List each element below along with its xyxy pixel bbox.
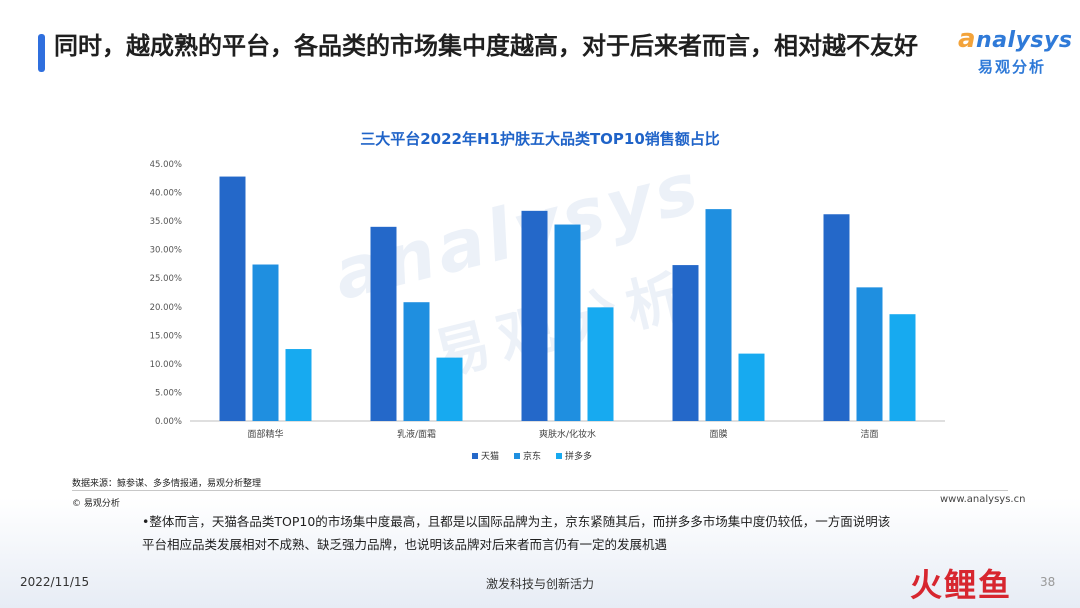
x-category-label: 洁面: [860, 428, 878, 440]
page-number: 38: [1040, 575, 1056, 589]
data-source: 数据来源：鲸参谋、多多情报通，易观分析整理: [72, 479, 262, 489]
slide-tagline: 激发科技与创新活力: [485, 577, 594, 591]
legend-swatch-京东: [514, 453, 520, 459]
bar-天猫-乳液/面霜: [370, 226, 397, 421]
logo-rest: nalysys: [976, 28, 1073, 53]
title-accent-bar: [38, 34, 45, 72]
slide-date: 2022/11/15: [20, 575, 90, 589]
bar-京东-乳液/面霜: [403, 302, 430, 421]
y-tick-label: 35.00%: [150, 217, 182, 227]
legend-swatch-天猫: [472, 453, 478, 459]
x-category-label: 面部精华: [247, 428, 283, 440]
footer-divider: [72, 490, 1008, 491]
bar-拼多多-面膜: [738, 353, 765, 421]
page-title: 同时，越成熟的平台，各品类的市场集中度越高，对于后来者而言，相对越不友好: [54, 32, 918, 60]
bar-拼多多-乳液/面霜: [436, 357, 463, 421]
legend-label: 拼多多: [565, 450, 592, 462]
legend-label: 京东: [523, 450, 541, 462]
bar-天猫-面部精华: [219, 176, 246, 421]
x-category-label: 面膜: [709, 429, 727, 440]
analysys-logo-cn: 易观分析: [978, 58, 1047, 76]
y-tick-label: 40.00%: [150, 189, 182, 199]
y-tick-label: 45.00%: [150, 160, 182, 170]
x-category-label: 爽肤水/化妆水: [539, 428, 596, 440]
copyright: © 易观分析: [72, 499, 120, 509]
bar-天猫-爽肤水/化妆水: [521, 210, 548, 421]
bar-京东-面部精华: [252, 264, 279, 421]
chart-title: 三大平台2022年H1护肤五大品类TOP10销售额占比: [360, 130, 720, 148]
bar-拼多多-爽肤水/化妆水: [587, 307, 614, 421]
website-link[interactable]: www.analysys.cn: [940, 494, 1026, 505]
skyline-background: [0, 498, 1080, 608]
y-tick-label: 5.00%: [155, 388, 182, 398]
y-tick-label: 15.00%: [150, 331, 182, 341]
bar-京东-洁面: [856, 287, 883, 421]
x-category-label: 乳液/面霜: [397, 428, 436, 440]
bar-京东-面膜: [705, 209, 732, 421]
analysys-logo: analysys: [958, 24, 1072, 54]
legend-swatch-拼多多: [556, 453, 562, 459]
y-tick-label: 20.00%: [150, 303, 182, 313]
bar-天猫-面膜: [672, 265, 699, 421]
y-tick-label: 25.00%: [150, 274, 182, 284]
brand-watermark: 火鲤鱼: [910, 566, 1013, 604]
bar-京东-爽肤水/化妆水: [554, 224, 581, 421]
legend-label: 天猫: [481, 450, 499, 462]
bar-天猫-洁面: [823, 214, 850, 421]
conclusion-text: •整体而言，天猫各品类TOP10的市场集中度最高，且都是以国际品牌为主，京东紧随…: [142, 514, 891, 552]
y-tick-label: 10.00%: [150, 360, 182, 370]
bar-拼多多-面部精华: [285, 349, 312, 421]
y-tick-label: 30.00%: [150, 246, 182, 256]
y-tick-label: 0.00%: [155, 417, 182, 427]
bar-拼多多-洁面: [889, 314, 916, 421]
logo-first-letter: a: [958, 24, 977, 54]
bar-chart: 0.00% 5.00% 10.00% 15.00% 20.00% 25.00% 30.00%…: [150, 160, 945, 462]
